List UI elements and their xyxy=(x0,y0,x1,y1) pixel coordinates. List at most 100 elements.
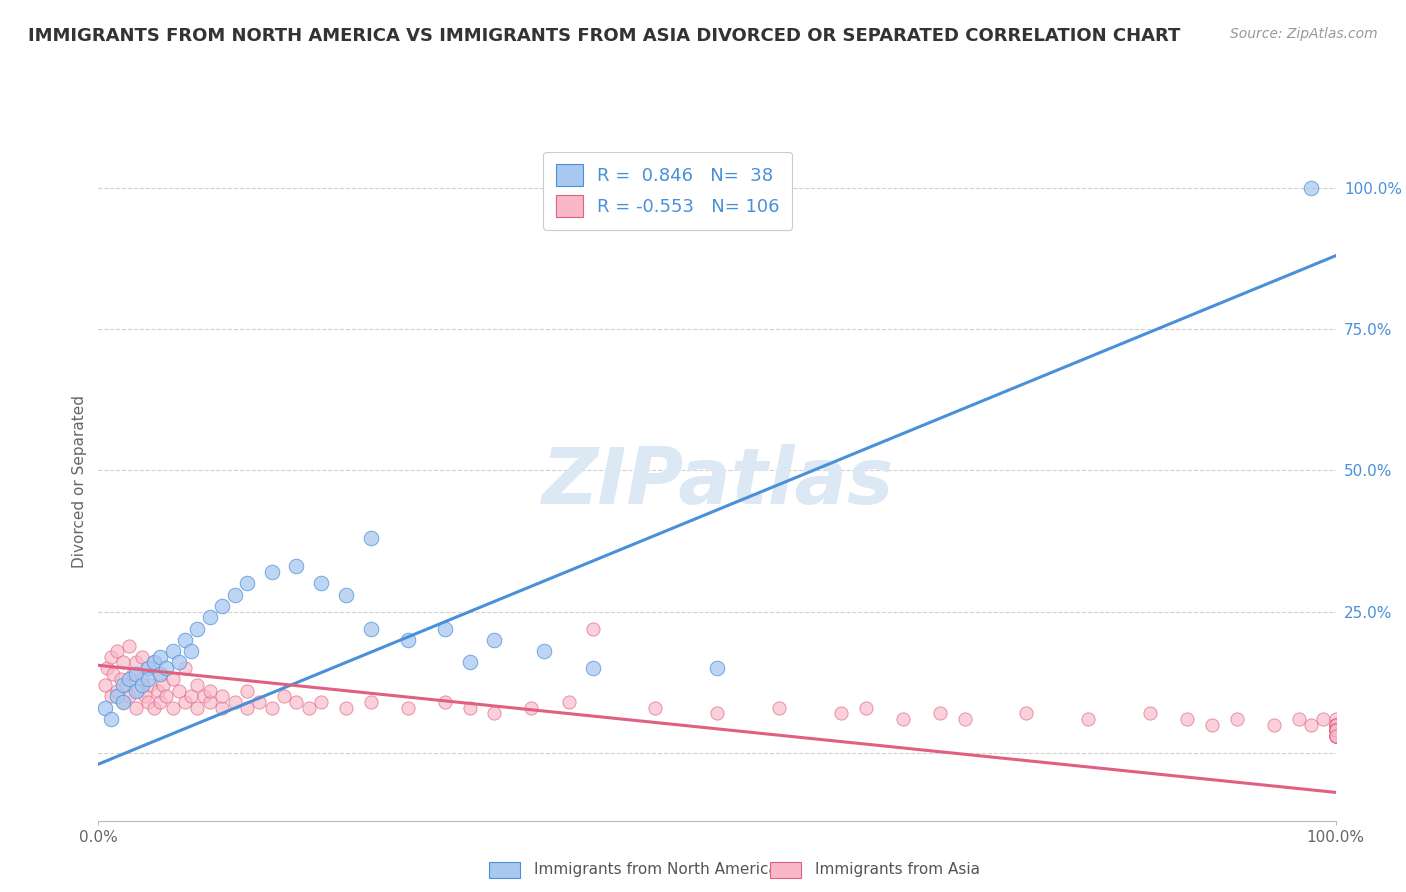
Point xyxy=(155,690,177,704)
Point xyxy=(149,649,172,664)
Point xyxy=(1299,717,1322,731)
Point xyxy=(131,678,153,692)
Point xyxy=(118,673,141,687)
Point xyxy=(118,639,141,653)
Point xyxy=(134,690,156,704)
Point xyxy=(155,661,177,675)
Point xyxy=(1324,723,1347,738)
Point xyxy=(143,700,166,714)
Point xyxy=(706,661,728,675)
Point xyxy=(122,666,145,681)
Point xyxy=(1324,717,1347,731)
Point xyxy=(124,700,146,714)
Point xyxy=(174,695,197,709)
Point xyxy=(149,666,172,681)
Point xyxy=(360,695,382,709)
Point xyxy=(127,683,149,698)
Point xyxy=(396,700,419,714)
Point xyxy=(458,700,481,714)
Point xyxy=(105,690,128,704)
Point xyxy=(1263,717,1285,731)
Point xyxy=(162,673,184,687)
Point xyxy=(136,661,159,675)
Point xyxy=(112,656,135,670)
Point xyxy=(433,622,456,636)
Point xyxy=(1324,729,1347,743)
Point xyxy=(96,661,118,675)
Point xyxy=(768,700,790,714)
Point xyxy=(335,700,357,714)
Point xyxy=(112,695,135,709)
Point xyxy=(136,695,159,709)
Point xyxy=(93,700,115,714)
Point xyxy=(855,700,877,714)
Point xyxy=(1324,729,1347,743)
Point xyxy=(143,656,166,670)
Point xyxy=(1324,723,1347,738)
Point xyxy=(1324,723,1347,738)
Point xyxy=(582,622,605,636)
Point xyxy=(131,649,153,664)
Point xyxy=(1324,723,1347,738)
Point xyxy=(360,531,382,545)
Point xyxy=(103,666,125,681)
Text: Immigrants from Asia: Immigrants from Asia xyxy=(815,863,980,877)
Point xyxy=(136,673,159,687)
Point xyxy=(533,644,555,658)
Point xyxy=(1324,723,1347,738)
Point xyxy=(1288,712,1310,726)
Point xyxy=(1324,717,1347,731)
Point xyxy=(124,666,146,681)
Point xyxy=(520,700,543,714)
Point xyxy=(285,559,308,574)
Point xyxy=(1324,729,1347,743)
Point xyxy=(198,695,221,709)
Point xyxy=(309,576,332,591)
Point xyxy=(1324,729,1347,743)
Point xyxy=(174,661,197,675)
Point xyxy=(433,695,456,709)
Point xyxy=(335,588,357,602)
Point xyxy=(100,712,122,726)
Point xyxy=(285,695,308,709)
Point xyxy=(706,706,728,721)
Point xyxy=(100,690,122,704)
Point xyxy=(112,678,135,692)
Point xyxy=(186,700,208,714)
Point xyxy=(162,644,184,658)
Point xyxy=(1077,712,1099,726)
Point xyxy=(149,666,172,681)
Point xyxy=(162,700,184,714)
Point xyxy=(167,656,190,670)
Point xyxy=(644,700,666,714)
Point xyxy=(260,565,283,579)
Point xyxy=(211,599,233,613)
Point xyxy=(1324,729,1347,743)
Point xyxy=(582,661,605,675)
Point xyxy=(112,695,135,709)
Point xyxy=(1324,723,1347,738)
Point xyxy=(146,683,169,698)
Text: ZIPatlas: ZIPatlas xyxy=(541,443,893,520)
Point xyxy=(1324,729,1347,743)
Point xyxy=(193,690,215,704)
Point xyxy=(174,632,197,647)
Point xyxy=(1324,717,1347,731)
Point xyxy=(236,700,259,714)
Point xyxy=(1324,723,1347,738)
Point xyxy=(1324,717,1347,731)
Point xyxy=(309,695,332,709)
Point xyxy=(198,610,221,624)
Point xyxy=(1324,712,1347,726)
Text: IMMIGRANTS FROM NORTH AMERICA VS IMMIGRANTS FROM ASIA DIVORCED OR SEPARATED CORR: IMMIGRANTS FROM NORTH AMERICA VS IMMIGRA… xyxy=(28,27,1181,45)
Legend: R =  0.846   N=  38, R = -0.553   N= 106: R = 0.846 N= 38, R = -0.553 N= 106 xyxy=(543,152,792,230)
Point xyxy=(186,622,208,636)
Point xyxy=(1324,723,1347,738)
Point xyxy=(110,673,132,687)
Point xyxy=(180,690,202,704)
Point xyxy=(484,632,506,647)
Y-axis label: Divorced or Separated: Divorced or Separated xyxy=(72,395,87,568)
Point xyxy=(1201,717,1223,731)
Point xyxy=(224,695,246,709)
Point xyxy=(484,706,506,721)
